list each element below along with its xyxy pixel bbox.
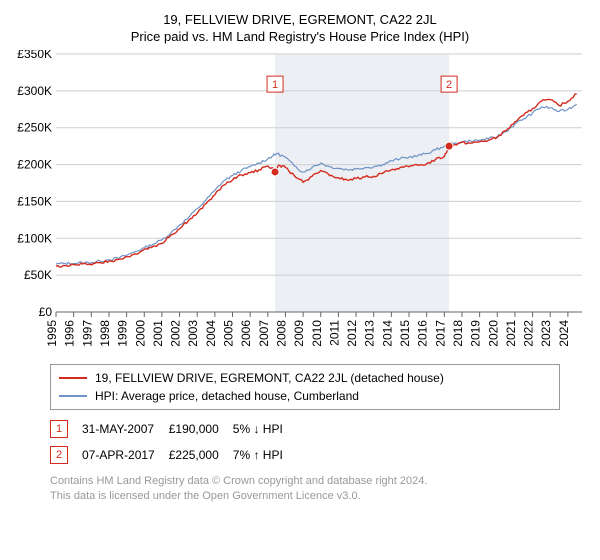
svg-text:2005: 2005 bbox=[222, 320, 236, 347]
event-price: £190,000 bbox=[169, 416, 233, 442]
event-date: 07-APR-2017 bbox=[82, 442, 169, 468]
svg-text:2009: 2009 bbox=[292, 320, 306, 347]
event-marker-1: 1 bbox=[50, 420, 68, 438]
event-price: £225,000 bbox=[169, 442, 233, 468]
svg-text:£100K: £100K bbox=[17, 231, 52, 245]
svg-text:2013: 2013 bbox=[363, 320, 377, 347]
svg-text:2014: 2014 bbox=[380, 320, 394, 347]
svg-text:2010: 2010 bbox=[310, 320, 324, 347]
event-delta: 5% ↓ HPI bbox=[233, 416, 297, 442]
svg-text:2008: 2008 bbox=[274, 320, 288, 347]
footer-line2: This data is licensed under the Open Gov… bbox=[50, 489, 590, 504]
svg-text:£150K: £150K bbox=[17, 194, 52, 208]
svg-text:2004: 2004 bbox=[204, 320, 218, 347]
event-delta: 7% ↑ HPI bbox=[233, 442, 297, 468]
svg-text:1995: 1995 bbox=[45, 320, 59, 347]
event-table: 1 31-MAY-2007 £190,000 5% ↓ HPI 2 07-APR… bbox=[50, 416, 297, 468]
legend-item-hpi: HPI: Average price, detached house, Cumb… bbox=[59, 387, 551, 405]
svg-text:2006: 2006 bbox=[239, 320, 253, 347]
svg-text:2000: 2000 bbox=[133, 320, 147, 347]
svg-text:2022: 2022 bbox=[522, 320, 536, 347]
event-row: 2 07-APR-2017 £225,000 7% ↑ HPI bbox=[50, 442, 297, 468]
svg-text:1999: 1999 bbox=[116, 320, 130, 347]
svg-text:2021: 2021 bbox=[504, 320, 518, 347]
svg-text:2020: 2020 bbox=[486, 320, 500, 347]
svg-text:2023: 2023 bbox=[539, 320, 553, 347]
svg-text:1998: 1998 bbox=[98, 320, 112, 347]
svg-text:£50K: £50K bbox=[24, 268, 52, 282]
svg-text:2002: 2002 bbox=[169, 320, 183, 347]
svg-text:1997: 1997 bbox=[80, 320, 94, 347]
svg-text:£200K: £200K bbox=[17, 158, 52, 172]
svg-text:2007: 2007 bbox=[257, 320, 271, 347]
legend-label-2: HPI: Average price, detached house, Cumb… bbox=[95, 389, 359, 403]
svg-text:2016: 2016 bbox=[416, 320, 430, 347]
legend-item-property: 19, FELLVIEW DRIVE, EGREMONT, CA22 2JL (… bbox=[59, 369, 551, 387]
svg-text:2017: 2017 bbox=[433, 320, 447, 347]
footer-line1: Contains HM Land Registry data © Crown c… bbox=[50, 474, 590, 489]
svg-text:£350K: £350K bbox=[17, 50, 52, 61]
svg-text:2012: 2012 bbox=[345, 320, 359, 347]
svg-text:2001: 2001 bbox=[151, 320, 165, 347]
svg-text:2003: 2003 bbox=[186, 320, 200, 347]
svg-text:2: 2 bbox=[446, 79, 452, 91]
price-chart: £0 £50K £100K £150K £200K £250K £300K £350K 1995… bbox=[10, 50, 590, 360]
svg-text:£300K: £300K bbox=[17, 84, 52, 98]
svg-text:1996: 1996 bbox=[63, 320, 77, 347]
event-date: 31-MAY-2007 bbox=[82, 416, 169, 442]
svg-text:£250K: £250K bbox=[17, 121, 52, 135]
legend: 19, FELLVIEW DRIVE, EGREMONT, CA22 2JL (… bbox=[50, 364, 560, 410]
svg-text:2019: 2019 bbox=[469, 320, 483, 347]
svg-text:2018: 2018 bbox=[451, 320, 465, 347]
svg-text:2011: 2011 bbox=[327, 320, 341, 346]
event-marker-2: 2 bbox=[50, 446, 68, 464]
chart-title: 19, FELLVIEW DRIVE, EGREMONT, CA22 2JL bbox=[10, 12, 590, 27]
svg-text:£0: £0 bbox=[39, 305, 53, 319]
svg-text:1: 1 bbox=[272, 79, 278, 91]
svg-text:2024: 2024 bbox=[557, 320, 571, 347]
svg-text:2015: 2015 bbox=[398, 320, 412, 347]
legend-label-1: 19, FELLVIEW DRIVE, EGREMONT, CA22 2JL (… bbox=[95, 371, 444, 385]
footer-copyright: Contains HM Land Registry data © Crown c… bbox=[50, 474, 590, 504]
event-row: 1 31-MAY-2007 £190,000 5% ↓ HPI bbox=[50, 416, 297, 442]
chart-subtitle: Price paid vs. HM Land Registry's House … bbox=[10, 29, 590, 44]
